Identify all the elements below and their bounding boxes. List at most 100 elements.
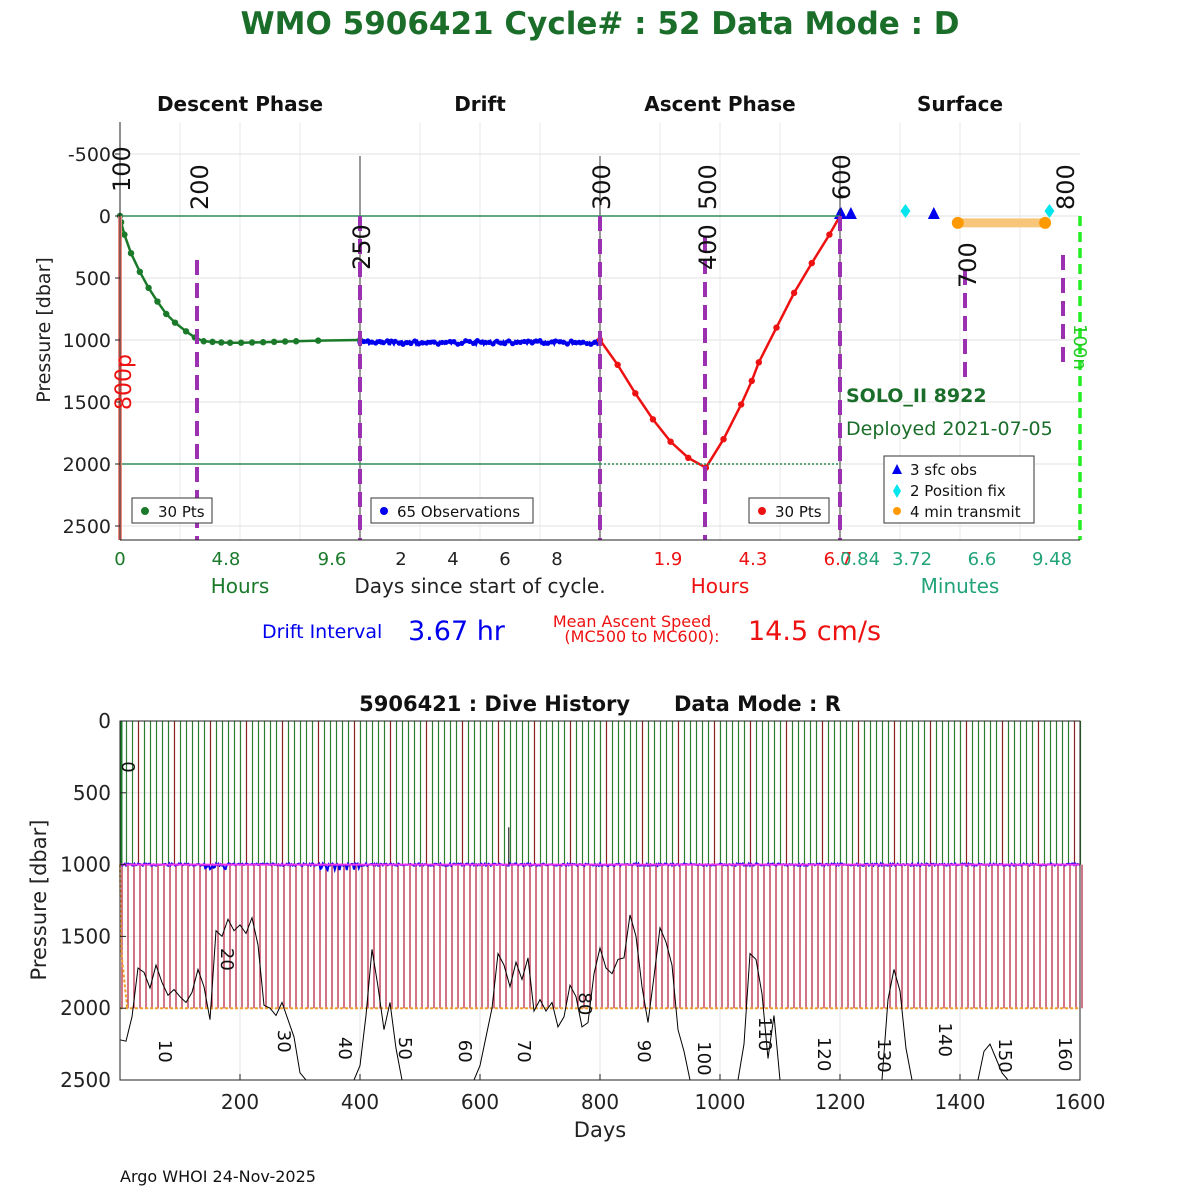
top-xtick-label: 9.48 [1032,549,1072,570]
descent-point [171,319,179,326]
drift-point [576,339,582,345]
drift-point [533,338,539,344]
top-xtick-label: 2 [395,549,406,570]
drift-point [474,338,480,344]
descent-point [127,250,135,257]
drift-point [361,338,367,345]
ascent-point [720,436,727,443]
footer-credit: Argo WHOI 24-Nov-2025 [120,1167,316,1186]
descent-legend-text: 30 Pts [158,503,205,521]
ascent-point [826,231,833,238]
top-xtick-label: 6.6 [968,549,997,570]
drift-legend-box [370,497,534,524]
top-ylabel: Pressure [dbar] [33,257,55,403]
drift-point [396,340,402,346]
drift-point [451,339,457,345]
drift-point [400,341,406,347]
top-axes [115,122,1082,541]
mission-cycle-label: 700 [954,242,982,288]
drift-point [482,339,488,345]
drift-point [498,340,504,346]
drift-point [376,338,383,345]
top-xtick-label: 9.6 [318,549,347,570]
descent-point [226,339,234,346]
dive-ytick-label: 500 [73,781,111,805]
top-ytick-label: 1000 [63,330,111,352]
drift-interval-value: 3.67 hr [408,616,506,647]
drift-point [553,338,559,344]
transmit-marker [1039,216,1052,229]
surface-legend-text: 4 min transmit [910,503,1021,521]
ascent-point [808,259,815,267]
phase-unit-label-2: Hours [691,574,750,598]
top-xtick-label: 8 [551,549,562,570]
mission-cycle-label: 250 [348,224,376,270]
descent-point [154,298,161,305]
descent-point [292,338,300,345]
descent-point [145,284,152,292]
cycle-number-label: 0 [117,761,138,772]
descent-point [200,338,207,345]
cycle-number-label: 150 [994,1038,1015,1072]
drift-point [470,340,477,346]
ascent-speed-label-2: (MC500 to MC600): [564,627,719,646]
ascent-point [649,416,657,423]
drift-point [572,339,578,346]
float-deployed: Deployed 2021-07-05 [846,418,1053,440]
drift-point [517,339,524,346]
drift-point [545,340,551,346]
drift-point [431,339,437,345]
cycle-number-label: 100 [693,1041,714,1075]
position-fix-marker [1044,204,1055,219]
cycle-number-label: 20 [216,948,237,971]
ascent-point [632,390,639,397]
descent-point [182,328,190,335]
mission-cycle-label: 600 [828,154,856,200]
dive-history-xlabel: Days [574,1118,626,1142]
surface-legend-marker [893,484,901,498]
drift-legend-text: 65 Observations [397,503,520,521]
top-xtick-label: 6 [499,549,510,570]
drift-point [404,340,410,346]
surface-legend-box [883,455,1035,524]
cycle-number-label: 160 [1054,1037,1075,1071]
mission-cycle-label: 500 [694,164,722,210]
drift-point [447,338,453,345]
descent-point [121,231,128,238]
ascent-point [790,289,798,297]
cycle-number-label: 40 [334,1037,355,1060]
surface-obs-marker [844,207,857,219]
drift-point [380,340,387,346]
dive-xtick-label: 1200 [815,1090,866,1114]
drift-point [541,340,547,346]
dive-xtick-label: 1400 [935,1090,986,1114]
drift-point [369,339,375,345]
drift-point [584,340,590,347]
ascent-point [748,377,755,385]
ascent-point [614,361,621,368]
drift-point [466,338,473,345]
drift-point [412,338,418,344]
drift-interval-label: Drift Interval [262,621,382,643]
float-model: SOLO_II 8922 [846,385,987,407]
drift-point [416,341,422,347]
drift-point [502,341,508,347]
top-xtick-label: 4 [447,549,458,570]
ascent-legend-text: 30 Pts [775,503,822,521]
drift-point [392,338,398,344]
position-fix-marker [900,204,911,219]
dive-history-axes: 200 400 600 800 1000 1200 1400 1600050010001500… [60,709,1105,1114]
dive-ytick-label: 0 [98,709,111,733]
dive-ytick-label: 1500 [60,924,111,948]
mission-cycle-label: 300 [588,164,616,210]
ascent-point [755,359,763,366]
cycle-number-label: 140 [934,1023,955,1057]
drift-point [463,338,469,344]
descent-point [314,337,322,344]
descent-point [248,339,256,346]
drift-point [408,340,414,347]
ascent-profile-line [598,215,842,470]
drift-point [388,338,394,344]
top-ytick-label: -500 [68,144,111,166]
transmit-marker [951,216,964,229]
